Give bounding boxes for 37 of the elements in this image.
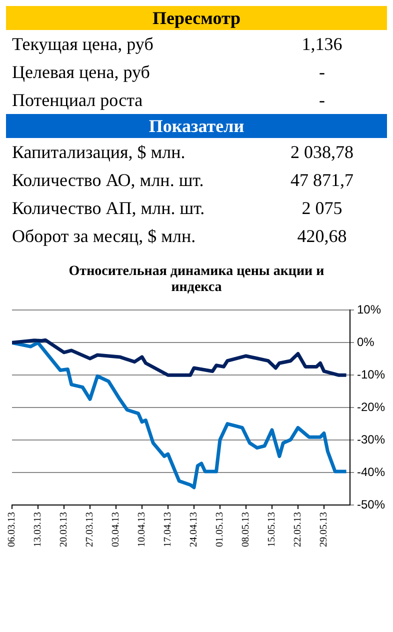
x-tick-label: 27.03.13 xyxy=(84,512,96,547)
text: Потенциал роста xyxy=(11,89,144,112)
text: 2 038,78 xyxy=(290,141,354,164)
text: 1,136 xyxy=(300,33,344,56)
text: - xyxy=(318,61,326,84)
text: Пересмотр xyxy=(6,6,387,30)
y-tick-label: 10% xyxy=(356,302,382,317)
text: Целевая цена, руб xyxy=(11,61,151,84)
text: Оборот за месяц, $ млн. xyxy=(11,225,197,248)
text: 2 075 xyxy=(300,197,344,220)
text: Текущая цена, руб xyxy=(11,33,154,56)
y-tick-label: -40% xyxy=(356,464,386,479)
x-tick-label: 06.03.13 xyxy=(6,512,18,547)
text: Показатели xyxy=(6,114,387,138)
x-tick-label: 01.05.13 xyxy=(214,512,226,547)
x-tick-label: 08.05.13 xyxy=(240,512,252,547)
y-tick-label: 0% xyxy=(356,334,375,349)
text: Количество АО, млн. шт. xyxy=(11,169,205,192)
y-tick-label: -10% xyxy=(356,367,386,382)
chart-title: Относительная динамика цены акции и индекса xyxy=(68,264,326,296)
x-tick-label: 10.04.13 xyxy=(136,512,148,547)
x-tick-label: 29.05.13 xyxy=(318,512,330,547)
x-tick-label: 15.05.13 xyxy=(266,512,278,547)
x-tick-label: 24.04.13 xyxy=(188,512,200,547)
y-tick-label: -30% xyxy=(356,432,386,446)
x-tick-label: 03.04.13 xyxy=(110,512,122,547)
text: 420,68 xyxy=(296,225,348,248)
y-tick-label: -50% xyxy=(356,497,386,512)
x-tick-label: 17.04.13 xyxy=(162,512,174,547)
x-tick-label: 22.05.13 xyxy=(292,512,304,547)
text: - xyxy=(318,89,326,112)
text: Капитализация, $ млн. xyxy=(11,141,186,164)
text: Количество АП, млн. шт. xyxy=(11,197,206,220)
y-tick-label: -20% xyxy=(356,400,386,414)
x-tick-label: 20.03.13 xyxy=(58,512,70,547)
x-tick-label: 13.03.13 xyxy=(32,512,44,547)
text: 47 871,7 xyxy=(290,169,354,192)
